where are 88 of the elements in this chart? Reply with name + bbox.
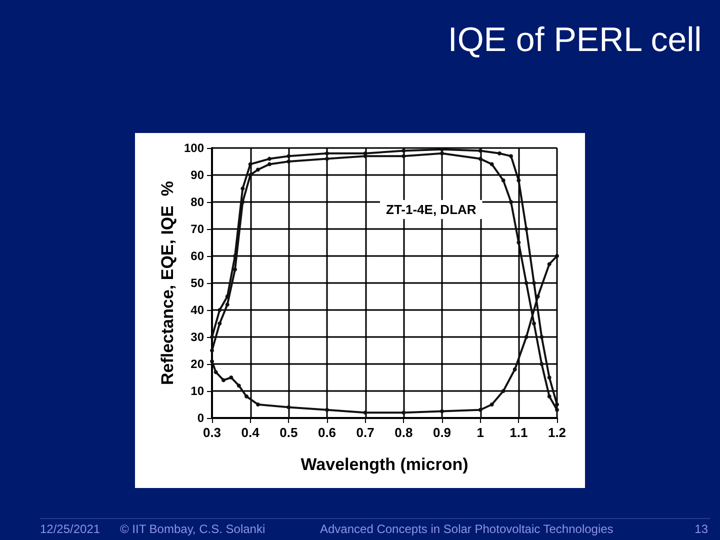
point [268,156,272,161]
text: Advanced Concepts in Solar Photovoltaic Technologies [320,522,614,536]
text: © IIT Bombay, C.S. Solanki [120,522,266,536]
point [325,156,329,161]
x-axis-title: Wavelength (micron) [300,455,468,474]
point [225,302,230,307]
point [555,254,559,258]
point [440,151,444,156]
point [555,408,559,412]
point [532,322,536,326]
y-tick-label: 60 [190,249,204,263]
point [236,384,241,388]
point [256,402,260,406]
point [244,394,248,398]
point [248,173,252,177]
point [210,335,214,339]
x-tick-label: 1 [476,425,484,440]
y-tick-label: 20 [190,357,204,371]
y-axis-title: Reflectance, EQE, IQE % [158,180,177,386]
point [555,402,559,406]
point [210,359,214,364]
point [540,335,544,339]
y-tick-label: 40 [190,303,204,317]
point [218,308,222,312]
point [233,268,237,272]
point [218,322,222,326]
point [286,160,291,164]
y-tick-label: 100 [184,141,204,155]
point [286,405,291,410]
point [229,376,234,380]
point [214,370,218,374]
point [478,408,482,412]
y-tick-label: 0 [197,411,204,425]
point [516,240,521,244]
chart-title: IQE of PERL cell [448,21,702,59]
x-tick-label: 1.2 [548,425,566,440]
point [490,402,494,406]
point [509,154,513,158]
y-tick-label: 80 [190,195,204,209]
point [524,281,528,285]
point [501,178,506,182]
point [325,408,329,412]
point [512,367,517,372]
x-tick-label: 0.4 [241,425,260,440]
point [547,376,552,380]
point [325,151,329,156]
point [501,389,506,393]
point [268,162,272,166]
x-tick-label: 0.9 [432,425,452,440]
annotation: ZT-1-4E, DLAR [386,202,477,217]
point [240,186,245,190]
point [540,362,544,366]
point [490,162,494,166]
point [286,154,291,158]
point [478,156,482,161]
point [440,409,444,414]
x-tick-label: 0.6 [318,425,336,440]
point [256,168,260,172]
point [210,348,214,352]
point [532,281,536,285]
y-tick-label: 70 [190,222,204,236]
point [248,162,252,166]
point [402,154,406,158]
point [524,227,528,231]
text: 13 [694,522,708,536]
x-tick-label: 0.5 [280,425,298,440]
point [509,200,513,204]
x-tick-label: 0.8 [394,425,413,440]
text: 12/25/2021 [40,522,100,536]
point [547,262,552,266]
point [363,154,368,158]
point [524,335,528,339]
point [516,178,521,182]
point [440,147,444,152]
point [222,378,226,382]
point [363,410,368,415]
x-tick-label: 0.7 [356,425,374,440]
x-tick-label: 1.1 [510,425,528,440]
point [402,410,406,415]
point [402,148,406,153]
y-tick-label: 30 [190,330,204,344]
y-tick-label: 10 [190,384,204,398]
point [498,151,502,156]
x-tick-label: 0.3 [202,425,222,440]
point [547,394,552,398]
y-tick-label: 90 [190,168,204,182]
y-tick-label: 50 [190,276,204,290]
point [478,148,482,153]
